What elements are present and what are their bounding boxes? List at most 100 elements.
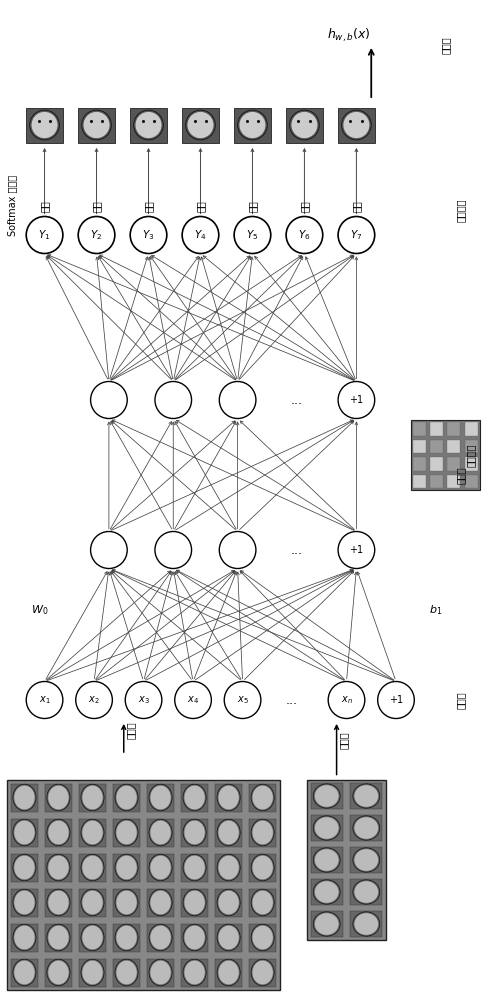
Text: $x_n$: $x_n$ (341, 694, 352, 706)
Bar (79, 784, 106, 812)
Circle shape (155, 532, 192, 568)
Ellipse shape (218, 821, 239, 844)
Ellipse shape (116, 856, 137, 879)
Bar (430, 457, 443, 471)
Ellipse shape (150, 961, 171, 984)
Text: $Y_5$: $Y_5$ (247, 228, 258, 242)
Circle shape (219, 532, 256, 568)
Text: 训练集: 训练集 (126, 721, 136, 739)
Ellipse shape (218, 856, 239, 879)
Text: $x_2$: $x_2$ (88, 694, 100, 706)
Text: 输入层: 输入层 (455, 691, 465, 709)
Ellipse shape (82, 961, 103, 984)
Bar (11, 888, 38, 916)
Text: ...: ... (291, 544, 303, 556)
Bar (45, 854, 72, 882)
Bar (249, 784, 276, 812)
Bar (11, 784, 38, 812)
Ellipse shape (354, 913, 378, 935)
Bar (447, 475, 460, 488)
Circle shape (76, 682, 112, 718)
Ellipse shape (150, 926, 171, 949)
Text: $x_3$: $x_3$ (138, 694, 149, 706)
Ellipse shape (82, 821, 103, 844)
Ellipse shape (252, 821, 273, 844)
Bar (430, 440, 443, 453)
Bar (11, 854, 38, 882)
Ellipse shape (14, 891, 35, 914)
Bar (350, 879, 382, 905)
Ellipse shape (14, 821, 35, 844)
Bar (11, 958, 38, 986)
Bar (411, 420, 480, 490)
Bar (413, 457, 426, 471)
Text: $b_1$: $b_1$ (429, 603, 442, 617)
Bar (311, 783, 343, 809)
Bar (215, 924, 242, 952)
Ellipse shape (218, 786, 239, 809)
Bar (413, 422, 426, 436)
Text: $Y_3$: $Y_3$ (142, 228, 155, 242)
Ellipse shape (116, 786, 137, 809)
Text: 隐蓏层: 隐蓏层 (455, 466, 465, 484)
Ellipse shape (240, 112, 265, 138)
Bar (215, 784, 242, 812)
Bar (249, 888, 276, 916)
Circle shape (224, 682, 261, 718)
Bar (447, 422, 460, 436)
Bar (307, 780, 386, 940)
Bar (249, 924, 276, 952)
Bar (338, 108, 375, 143)
Bar (79, 818, 106, 846)
Text: $Y_2$: $Y_2$ (91, 228, 102, 242)
Ellipse shape (32, 112, 57, 138)
Ellipse shape (82, 891, 103, 914)
Ellipse shape (354, 817, 378, 839)
Bar (249, 958, 276, 986)
Bar (465, 457, 478, 471)
Text: $h_{w,b}(x)$: $h_{w,b}(x)$ (327, 26, 371, 44)
Ellipse shape (150, 821, 171, 844)
Bar (7, 780, 280, 990)
Bar (182, 108, 219, 143)
Text: $Y_7$: $Y_7$ (350, 228, 362, 242)
Ellipse shape (48, 891, 69, 914)
Text: 输出层: 输出层 (441, 36, 450, 54)
Bar (113, 818, 140, 846)
Bar (113, 784, 140, 812)
Ellipse shape (184, 856, 205, 879)
Bar (215, 958, 242, 986)
Ellipse shape (184, 926, 205, 949)
Text: 测试集: 测试集 (339, 731, 349, 749)
Circle shape (234, 217, 271, 253)
Bar (130, 108, 167, 143)
Text: 高兴: 高兴 (92, 201, 101, 213)
Bar (79, 958, 106, 986)
Ellipse shape (48, 821, 69, 844)
Bar (311, 847, 343, 873)
Text: $Y_6$: $Y_6$ (298, 228, 311, 242)
Ellipse shape (184, 821, 205, 844)
Bar (465, 475, 478, 488)
Bar (311, 815, 343, 841)
Bar (11, 818, 38, 846)
Text: $x_1$: $x_1$ (39, 694, 50, 706)
Bar (79, 888, 106, 916)
Bar (215, 854, 242, 882)
Bar (181, 888, 208, 916)
Text: 悲伤: 悲伤 (144, 201, 153, 213)
Text: +1: +1 (389, 695, 403, 705)
Text: ...: ... (286, 694, 298, 706)
Bar (45, 924, 72, 952)
Bar (465, 422, 478, 436)
Bar (413, 440, 426, 453)
Ellipse shape (116, 961, 137, 984)
Bar (465, 440, 478, 453)
Bar (147, 888, 174, 916)
Text: ...: ... (291, 393, 303, 406)
Circle shape (378, 682, 414, 718)
Bar (79, 854, 106, 882)
Bar (147, 784, 174, 812)
Ellipse shape (48, 856, 69, 879)
Text: 生气: 生气 (248, 201, 257, 213)
